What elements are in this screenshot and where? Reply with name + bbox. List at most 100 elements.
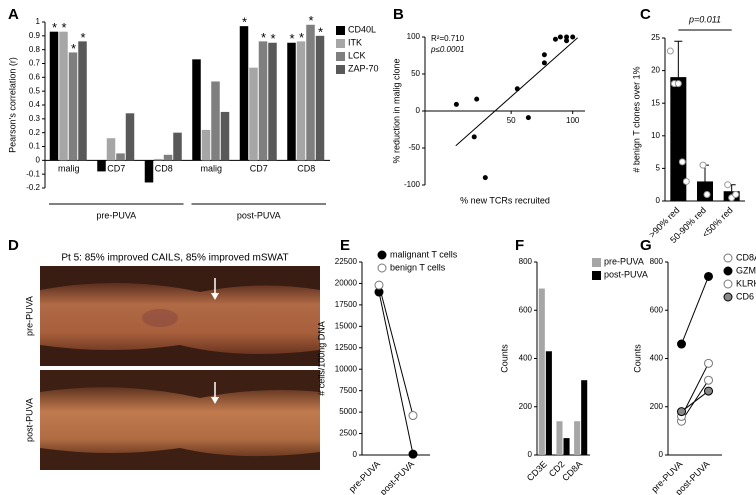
- y-tick-label: 25: [651, 33, 660, 42]
- bar: [220, 111, 230, 161]
- fit-line: [455, 37, 578, 147]
- data-point: [677, 339, 686, 349]
- significance: *: [71, 41, 76, 56]
- x-tick-label: CD7: [107, 164, 125, 174]
- arm: [40, 282, 320, 354]
- data-point: [552, 36, 558, 42]
- y-tick-label: 0: [659, 450, 664, 459]
- y-tick-label: 17500: [335, 300, 358, 309]
- bar: [201, 129, 211, 161]
- legend-label: CD8A: [736, 252, 756, 262]
- bar: [545, 351, 552, 455]
- bar: [556, 421, 563, 455]
- panel-letter: A: [8, 6, 19, 23]
- y-tick-label: -0.1: [26, 169, 40, 178]
- legend-label: ZAP-70: [348, 63, 379, 73]
- y-tick-label: 12500: [335, 343, 358, 352]
- legend-label: ITK: [348, 37, 362, 47]
- data-point: [704, 358, 713, 368]
- legend-swatch: [336, 26, 345, 35]
- y-tick-label: 600: [650, 305, 664, 314]
- panel-letter: E: [340, 237, 350, 254]
- legend-marker: [377, 263, 387, 273]
- legend-marker: [723, 292, 733, 302]
- bar: [144, 160, 154, 183]
- data-point: [408, 449, 418, 459]
- y-tick-label: 400: [650, 354, 664, 363]
- data-point: [453, 101, 459, 107]
- y-tick-label: 200: [650, 402, 664, 411]
- bar: [239, 26, 249, 161]
- bar: [306, 24, 315, 161]
- data-point: [674, 80, 682, 88]
- bar: [563, 438, 570, 455]
- y-tick-label: 0.4: [29, 100, 41, 109]
- significance: *: [80, 30, 85, 45]
- y-tick-label: 10: [651, 131, 660, 140]
- y-tick-label: 0.8: [29, 45, 41, 54]
- y-tick-label: 15: [651, 98, 660, 107]
- x-tick-label: CD8: [155, 164, 173, 174]
- data-point: [408, 411, 418, 421]
- bar: [258, 41, 268, 161]
- bar: [154, 158, 163, 161]
- y-tick-label: 5: [656, 164, 661, 173]
- data-point: [564, 34, 570, 40]
- x-tick-label: post-PUVA: [378, 459, 416, 495]
- data-point: [570, 34, 576, 40]
- y-tick-label: 50: [411, 69, 420, 78]
- y-tick-label: 2500: [339, 429, 357, 438]
- y-axis-label: % reduction in malig clone: [391, 58, 401, 163]
- bar: [106, 138, 116, 161]
- y-tick-label: 22500: [335, 257, 358, 266]
- bar: [78, 41, 87, 161]
- significance: *: [61, 20, 66, 35]
- bar: [116, 153, 125, 161]
- data-point: [678, 158, 686, 166]
- y-tick-label: -0.2: [26, 183, 40, 192]
- data-point: [724, 181, 732, 189]
- legend-label: pre-PUVA: [604, 256, 644, 266]
- legend-label: post-PUVA: [604, 269, 648, 279]
- bar: [697, 181, 713, 201]
- significance: *: [261, 30, 266, 45]
- legend-marker: [723, 253, 733, 263]
- panel-letter: G: [640, 237, 652, 254]
- y-tick-label: 0.9: [29, 31, 41, 40]
- x-tick-label: CD8A: [560, 459, 584, 483]
- x-axis-label: % new TCRs recruited: [460, 195, 550, 205]
- bar: [249, 67, 258, 161]
- data-point: [374, 280, 384, 290]
- bar: [670, 77, 687, 201]
- data-point: [564, 38, 570, 44]
- arm: [40, 387, 320, 457]
- y-tick-label: 5000: [339, 407, 357, 416]
- data-point: [541, 52, 547, 58]
- photo-title: Pt 5: 85% improved CAILS, 85% improved m…: [61, 253, 288, 264]
- data-point: [514, 86, 520, 92]
- photo-panel: D Pt 5: 85% improved CAILS, 85% improved…: [8, 237, 320, 470]
- y-tick-label: -100: [404, 180, 421, 189]
- bar: [125, 113, 135, 161]
- y-tick-label: 15000: [335, 321, 358, 330]
- x-tick-label: pre-PUVA: [347, 459, 382, 494]
- panel-letter: C: [640, 6, 651, 23]
- y-tick-label: 0: [416, 106, 421, 115]
- significance: *: [52, 20, 57, 35]
- data-point: [704, 386, 713, 396]
- bar: [59, 31, 68, 161]
- data-point: [471, 134, 477, 140]
- annotation: R²=0.710: [431, 34, 465, 43]
- data-point: [682, 177, 690, 185]
- y-tick-label: 0.3: [29, 114, 41, 123]
- y-axis-label: # benign T clones over 1%: [631, 66, 641, 172]
- x-tick-label: CD3E: [525, 459, 549, 483]
- y-axis-label: Counts: [499, 344, 509, 373]
- panel-letter: F: [515, 237, 524, 254]
- y-tick-label: 200: [519, 402, 533, 411]
- bar: [163, 154, 173, 161]
- y-tick-label: 800: [519, 257, 533, 266]
- bar: [49, 31, 59, 161]
- y-tick-label: 0: [36, 155, 41, 164]
